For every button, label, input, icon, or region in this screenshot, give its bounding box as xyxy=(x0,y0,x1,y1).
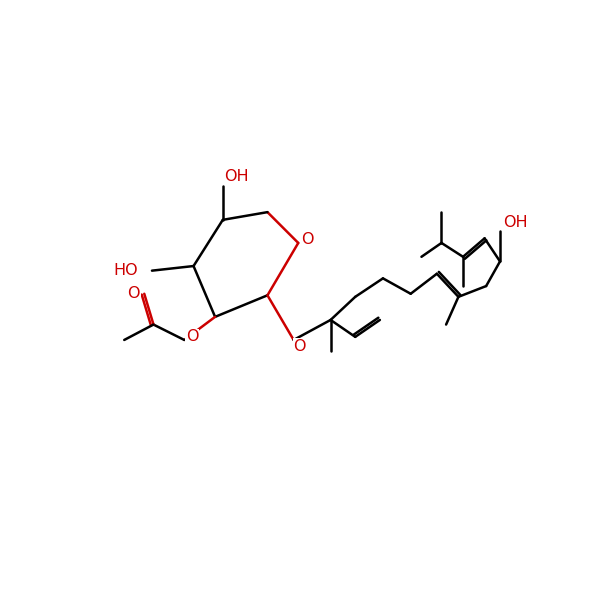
Text: HO: HO xyxy=(113,263,138,278)
Text: OH: OH xyxy=(503,215,528,230)
Text: O: O xyxy=(186,329,198,344)
Text: O: O xyxy=(301,232,314,247)
Text: OH: OH xyxy=(224,169,249,184)
Text: O: O xyxy=(293,338,306,353)
Text: O: O xyxy=(127,286,140,301)
